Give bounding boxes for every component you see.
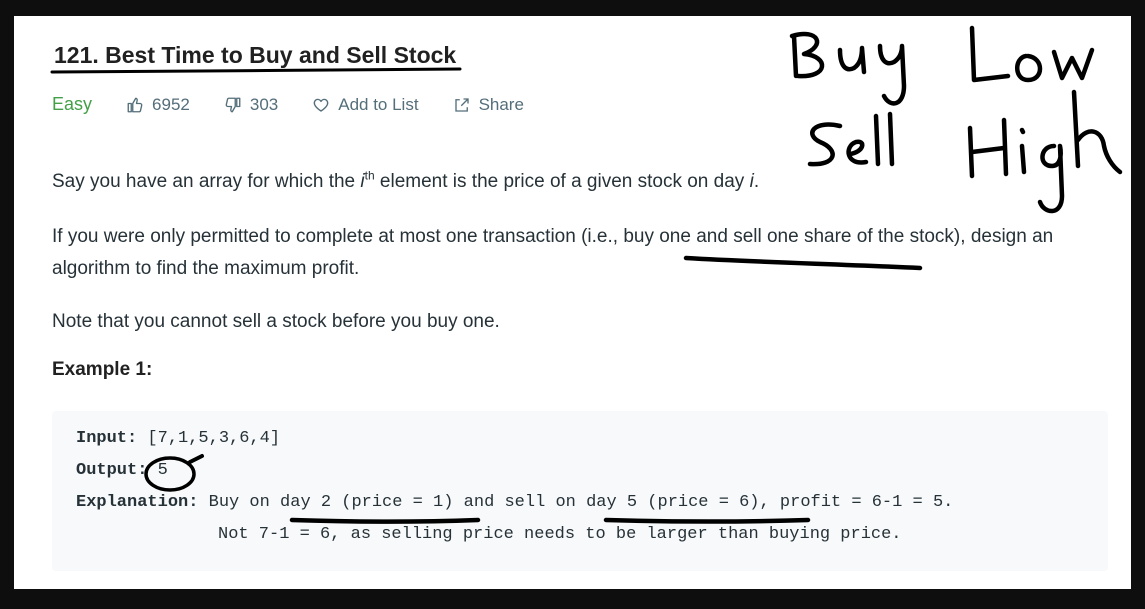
share-label: Share xyxy=(478,94,524,114)
variable-i: i xyxy=(360,171,365,192)
share-button[interactable]: Share xyxy=(453,95,524,115)
description-paragraph-1: Say you have an array for which the ith … xyxy=(52,168,760,192)
variable-i-second: i xyxy=(749,171,754,192)
example-explanation-line-2: Not 7-1 = 6, as selling price needs to b… xyxy=(218,525,902,544)
input-label: Input: xyxy=(76,429,138,448)
description-paragraph-3: Note that you cannot sell a stock before… xyxy=(52,311,500,332)
example-title: Example 1: xyxy=(52,359,153,380)
like-count: 6952 xyxy=(152,94,190,114)
superscript-th: th xyxy=(364,168,375,183)
add-to-list-button[interactable]: Add to List xyxy=(312,94,419,115)
example-code-block: Input: [7,1,5,3,6,4] Output: 5 Explanati… xyxy=(52,411,1108,571)
problem-meta-bar: Easy 6952 303 Add to List Share xyxy=(52,94,558,115)
example-explanation-line: Explanation: Buy on day 2 (price = 1) an… xyxy=(76,493,953,512)
dislike-count: 303 xyxy=(249,94,279,114)
handwriting-buy-low xyxy=(789,25,1095,106)
dislike-button[interactable]: 303 xyxy=(224,95,278,115)
problem-panel: 121. Best Time to Buy and Sell Stock Eas… xyxy=(14,16,1131,589)
title-underline xyxy=(50,67,462,74)
description-paragraph-2: If you were only permitted to complete a… xyxy=(52,226,1054,279)
example-output-line: Output: 5 xyxy=(76,461,168,480)
like-button[interactable]: 6952 xyxy=(126,95,190,115)
explanation-text-1: Buy on day 2 (price = 1) and sell on day… xyxy=(198,493,954,512)
thumbs-down-icon xyxy=(225,97,241,112)
output-value: 5 xyxy=(147,461,168,480)
thumbs-up-icon xyxy=(127,97,143,112)
explanation-label: Explanation: xyxy=(76,493,199,512)
input-value: [7,1,5,3,6,4] xyxy=(137,429,281,448)
add-to-list-label: Add to List xyxy=(338,94,419,114)
heart-icon xyxy=(313,98,329,112)
difficulty-badge: Easy xyxy=(52,94,93,114)
share-icon xyxy=(454,97,469,112)
output-label: Output: xyxy=(76,461,148,480)
problem-title: 121. Best Time to Buy and Sell Stock xyxy=(54,42,457,68)
example-input-line: Input: [7,1,5,3,6,4] xyxy=(76,429,280,448)
